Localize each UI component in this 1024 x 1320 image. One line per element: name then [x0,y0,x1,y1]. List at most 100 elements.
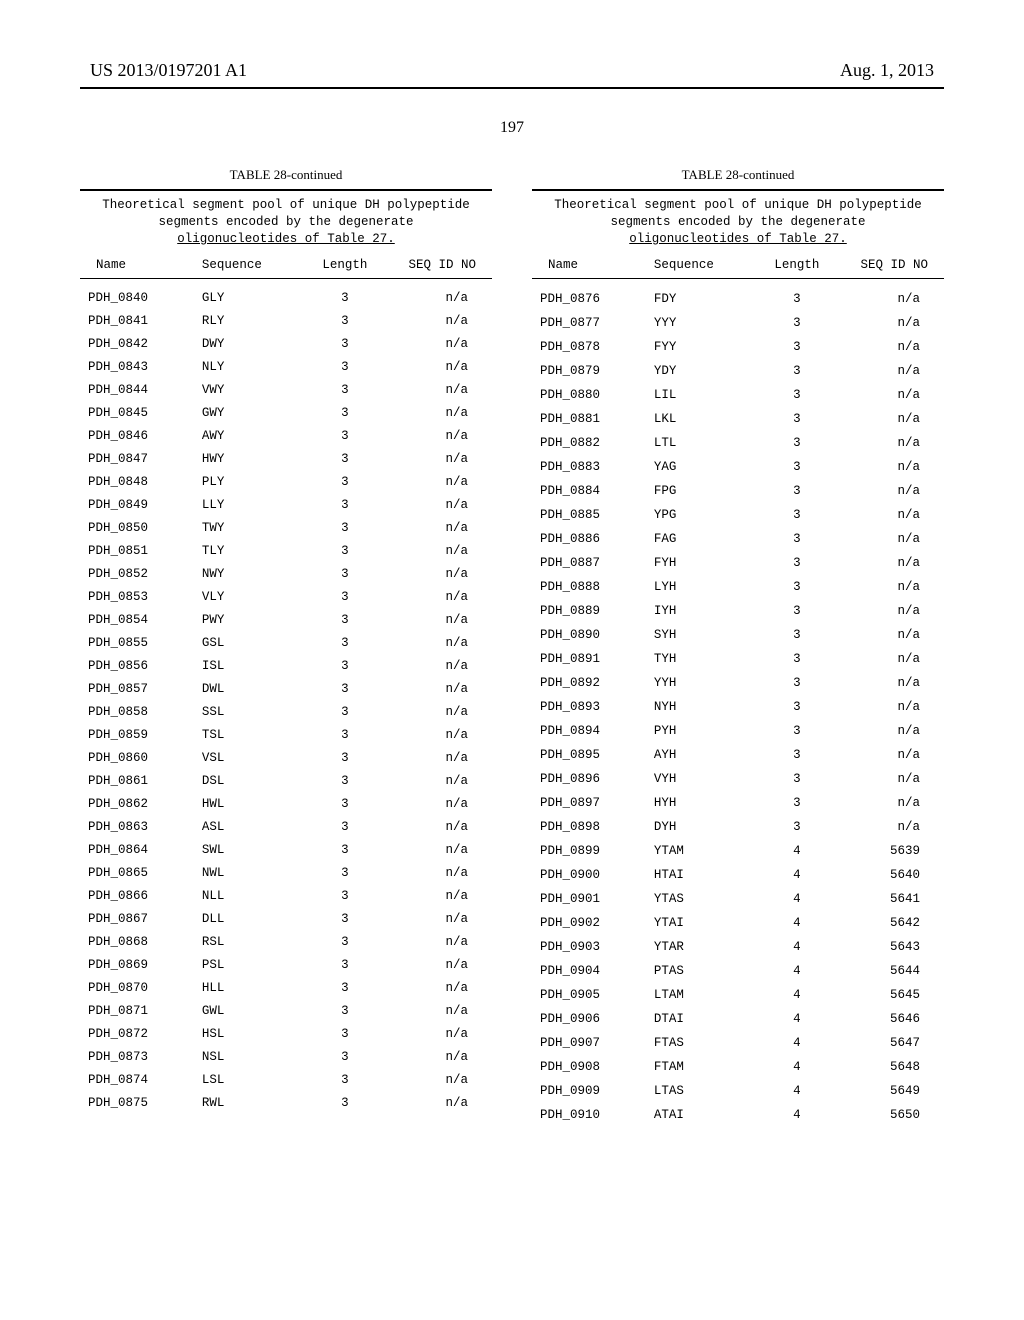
cell-name: PDH_0886 [536,532,654,546]
cell-name: PDH_0890 [536,628,654,642]
cell-length: 3 [303,429,387,443]
cell-length: 4 [755,988,839,1002]
table-row: PDH_0851TLY3n/a [80,540,492,563]
cell-seqid: n/a [387,1073,488,1087]
cell-name: PDH_0844 [84,383,202,397]
cell-sequence: SWL [202,843,303,857]
cell-seqid: n/a [839,724,940,738]
cell-seqid: n/a [839,292,940,306]
cell-seqid: 5648 [839,1060,940,1074]
table-row: PDH_0842DWY3n/a [80,333,492,356]
table-row: PDH_0853VLY3n/a [80,586,492,609]
cell-name: PDH_0901 [536,892,654,906]
cell-length: 3 [755,484,839,498]
cell-length: 3 [303,912,387,926]
cell-seqid: n/a [839,604,940,618]
cell-name: PDH_0850 [84,521,202,535]
table-row: PDH_0870HLL3n/a [80,977,492,1000]
col-name: Name [536,258,654,272]
cell-length: 3 [303,682,387,696]
col-name: Name [84,258,202,272]
table-row: PDH_0864SWL3n/a [80,839,492,862]
cell-sequence: FTAM [654,1060,755,1074]
table-row: PDH_0883YAG3n/a [532,455,944,479]
cell-seqid: n/a [387,567,488,581]
cell-length: 4 [755,844,839,858]
table-row: PDH_0903YTAR45643 [532,935,944,959]
cell-seqid: 5644 [839,964,940,978]
cell-seqid: n/a [387,1096,488,1110]
caption-line: segments encoded by the degenerate [610,215,865,229]
table-row: PDH_0865NWL3n/a [80,862,492,885]
cell-seqid: n/a [839,460,940,474]
cell-seqid: 5647 [839,1036,940,1050]
cell-length: 3 [303,337,387,351]
table-row: PDH_0896VYH3n/a [532,767,944,791]
cell-sequence: GSL [202,636,303,650]
cell-seqid: n/a [387,1027,488,1041]
rule [80,278,492,279]
table-row: PDH_0868RSL3n/a [80,931,492,954]
cell-sequence: LLY [202,498,303,512]
cell-seqid: n/a [387,498,488,512]
cell-seqid: 5641 [839,892,940,906]
cell-sequence: NYH [654,700,755,714]
table-row: PDH_0893NYH3n/a [532,695,944,719]
table-row: PDH_0899YTAM45639 [532,839,944,863]
cell-length: 3 [303,452,387,466]
cell-length: 3 [755,628,839,642]
cell-name: PDH_0893 [536,700,654,714]
cell-sequence: FTAS [654,1036,755,1050]
cell-seqid: n/a [387,958,488,972]
cell-length: 3 [303,521,387,535]
cell-sequence: LTAM [654,988,755,1002]
cell-sequence: HWL [202,797,303,811]
cell-seqid: n/a [387,521,488,535]
table-row: PDH_0861DSL3n/a [80,770,492,793]
cell-name: PDH_0865 [84,866,202,880]
cell-sequence: YYH [654,676,755,690]
cell-sequence: TLY [202,544,303,558]
table-row: PDH_0885YPG3n/a [532,503,944,527]
cell-name: PDH_0889 [536,604,654,618]
table-row: PDH_0898DYH3n/a [532,815,944,839]
cell-name: PDH_0860 [84,751,202,765]
cell-name: PDH_0872 [84,1027,202,1041]
table-row: PDH_0862HWL3n/a [80,793,492,816]
cell-seqid: n/a [839,508,940,522]
cell-length: 3 [755,460,839,474]
cell-seqid: 5649 [839,1084,940,1098]
table-row: PDH_0904PTAS45644 [532,959,944,983]
table-row: PDH_0844VWY3n/a [80,379,492,402]
cell-sequence: PYH [654,724,755,738]
cell-name: PDH_0899 [536,844,654,858]
cell-seqid: 5643 [839,940,940,954]
cell-seqid: n/a [387,1050,488,1064]
cell-length: 3 [755,388,839,402]
table-row: PDH_0859TSL3n/a [80,724,492,747]
cell-name: PDH_0848 [84,475,202,489]
cell-name: PDH_0856 [84,659,202,673]
cell-seqid: n/a [387,889,488,903]
cell-length: 3 [755,652,839,666]
table-row: PDH_0867DLL3n/a [80,908,492,931]
cell-length: 3 [755,604,839,618]
cell-name: PDH_0877 [536,316,654,330]
cell-length: 3 [303,1073,387,1087]
cell-name: PDH_0854 [84,613,202,627]
cell-sequence: FYH [654,556,755,570]
table-row: PDH_0905LTAM45645 [532,983,944,1007]
table-row: PDH_0852NWY3n/a [80,563,492,586]
cell-seqid: n/a [387,935,488,949]
cell-sequence: LYH [654,580,755,594]
cell-sequence: RWL [202,1096,303,1110]
table-head-left: Name Sequence Length SEQ ID NO [80,252,492,276]
cell-name: PDH_0867 [84,912,202,926]
cell-seqid: n/a [839,532,940,546]
cell-length: 3 [303,314,387,328]
cell-length: 3 [303,360,387,374]
cell-length: 4 [755,1084,839,1098]
cell-name: PDH_0897 [536,796,654,810]
cell-name: PDH_0909 [536,1084,654,1098]
cell-seqid: n/a [839,484,940,498]
